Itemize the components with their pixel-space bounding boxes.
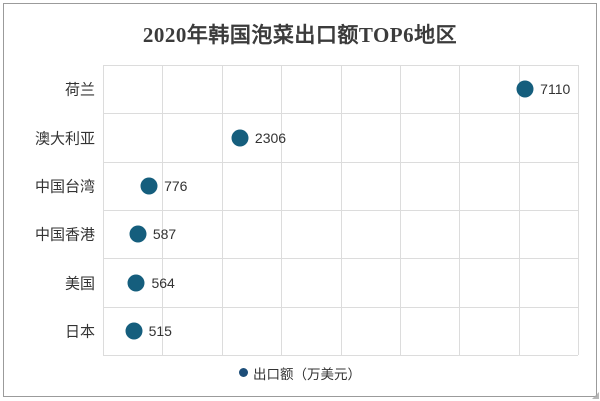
chart-title: 2020年韩国泡菜出口额TOP6地区 — [142, 23, 458, 47]
data-point-value-label: 776 — [164, 177, 188, 194]
gridline-horizontal — [103, 161, 578, 163]
gridline-horizontal — [103, 355, 578, 356]
gridline-horizontal — [103, 113, 578, 115]
gridline-horizontal — [103, 210, 578, 211]
data-point-dot — [127, 274, 145, 291]
gridline-horizontal — [103, 65, 578, 66]
gridline-horizontal — [103, 306, 578, 308]
category-label: 荷兰 — [64, 81, 95, 99]
category-label: 澳大利亚 — [34, 130, 95, 147]
legend-circle-icon — [239, 368, 248, 377]
legend: 出口额（万美元） — [0, 364, 600, 382]
gridline-horizontal — [103, 258, 578, 260]
data-point-dot — [129, 225, 147, 243]
legend-label: 出口额（万美元） — [253, 366, 361, 382]
data-point-value-label: 7110 — [540, 81, 571, 98]
gridline-vertical — [578, 65, 579, 355]
chart-frame — [3, 3, 597, 397]
data-point-dot — [231, 129, 249, 146]
plot-area: 7110 2306 776 587 564 515 — [103, 65, 579, 356]
data-point-dot — [516, 80, 534, 98]
category-label: 美国 — [64, 275, 95, 292]
data-point-value-label: 2306 — [254, 129, 287, 146]
data-point-dot — [140, 177, 158, 195]
data-point-value-label: 564 — [151, 274, 175, 291]
data-point-value-label: 515 — [148, 322, 172, 339]
category-axis: 荷兰澳大利亚中国台湾中国香港美国日本 — [10, 65, 95, 355]
category-label: 日本 — [64, 323, 95, 341]
data-point-dot — [125, 322, 143, 340]
data-point-value-label: 587 — [152, 226, 177, 243]
category-label: 中国香港 — [34, 226, 95, 244]
category-label: 中国台湾 — [34, 178, 95, 196]
corner-watermark-artifact — [592, 392, 599, 399]
